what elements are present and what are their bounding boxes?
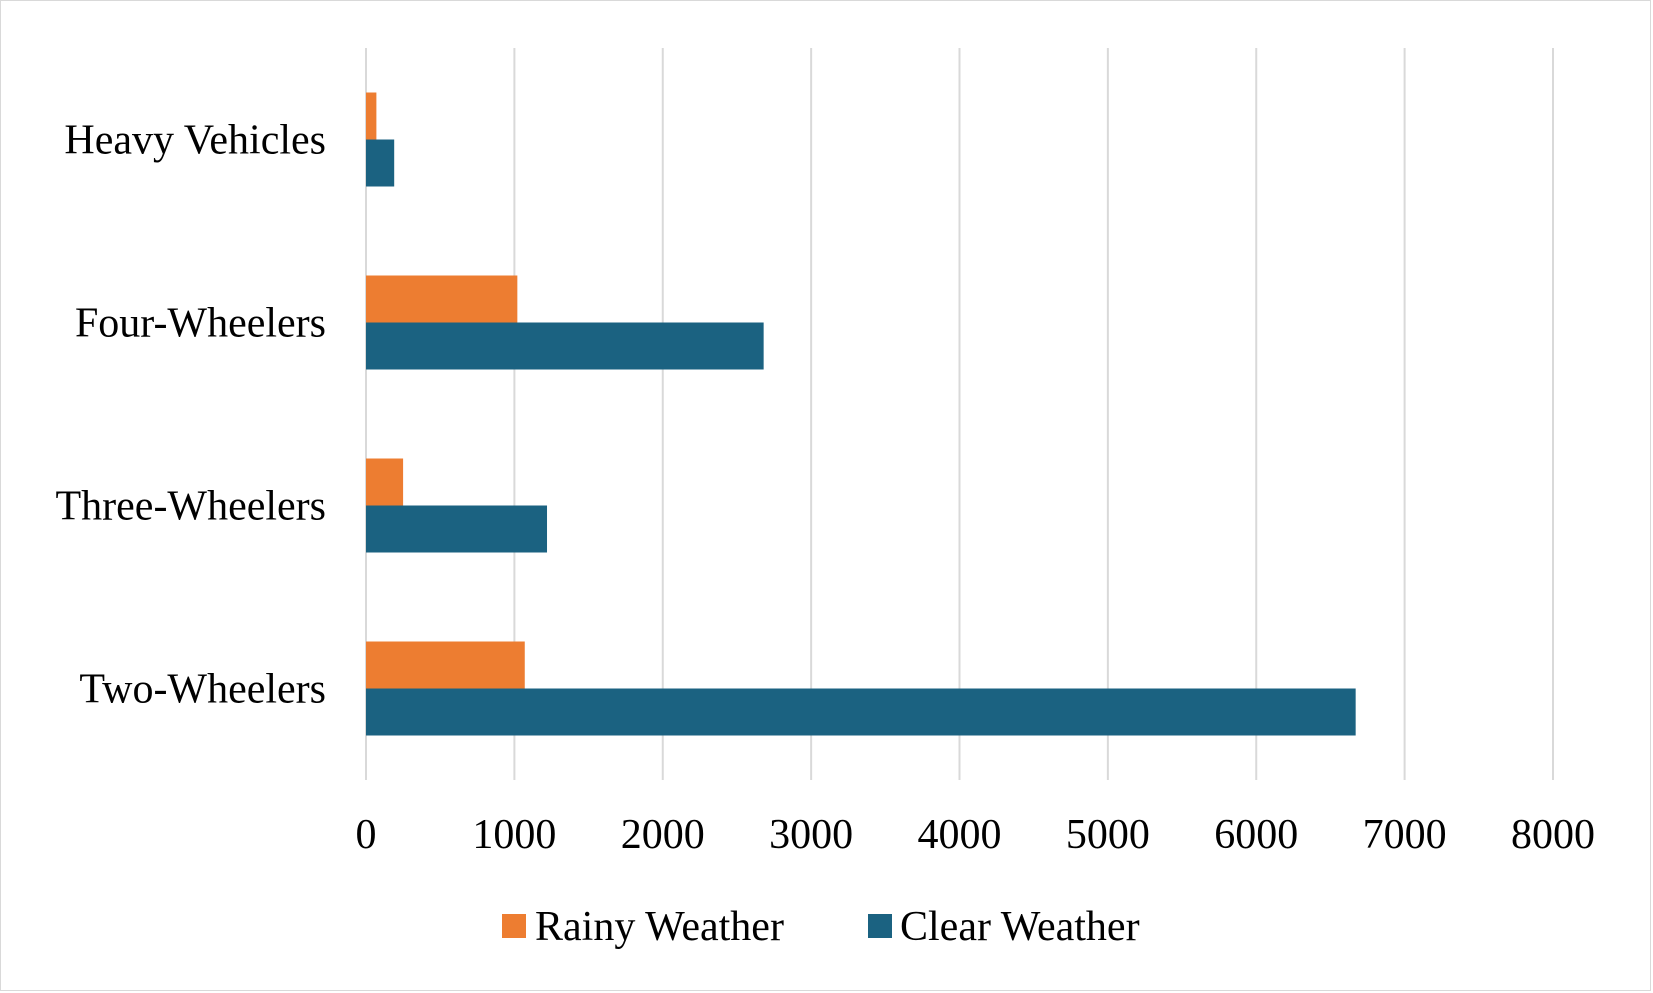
bar-rainy-weather-two-wheelers [366,641,525,689]
x-tick-label: 6000 [1214,812,1298,858]
bar-clear-weather-four-wheelers [366,322,764,370]
x-tick-label: 1000 [472,812,556,858]
x-tick-label: 7000 [1363,812,1447,858]
legend-label: Rainy Weather [535,904,784,950]
category-label: Three-Wheelers [56,484,326,530]
bars [366,92,1356,736]
category-label: Heavy Vehicles [64,118,326,164]
gridlines [365,48,1554,780]
x-tick-label: 2000 [621,812,705,858]
category-label: Two-Wheelers [79,667,326,713]
category-labels: Two-Wheelers Three-Wheelers Four-Wheelers H… [56,118,326,713]
category-label: Four-Wheelers [75,301,326,347]
bar-clear-weather-three-wheelers [366,505,548,553]
legend: Rainy Weather Clear Weather [502,904,1140,950]
x-tick-label: 3000 [769,812,853,858]
legend-label: Clear Weather [900,904,1140,950]
bar-rainy-weather-three-wheelers [366,458,404,506]
x-tick-label: 8000 [1511,812,1595,858]
legend-swatch [502,914,526,938]
bar-clear-weather-two-wheelers [366,688,1356,736]
x-tick-labels: 0 1000 2000 3000 4000 5000 6000 7000 8000 [356,812,1596,858]
x-tick-label: 0 [356,812,377,858]
legend-swatch [868,914,892,938]
x-tick-label: 5000 [1066,812,1150,858]
bar-clear-weather-heavy-vehicles [366,139,395,187]
bar-rainy-weather-heavy-vehicles [366,92,377,140]
x-tick-label: 4000 [918,812,1002,858]
bar-rainy-weather-four-wheelers [366,275,518,323]
